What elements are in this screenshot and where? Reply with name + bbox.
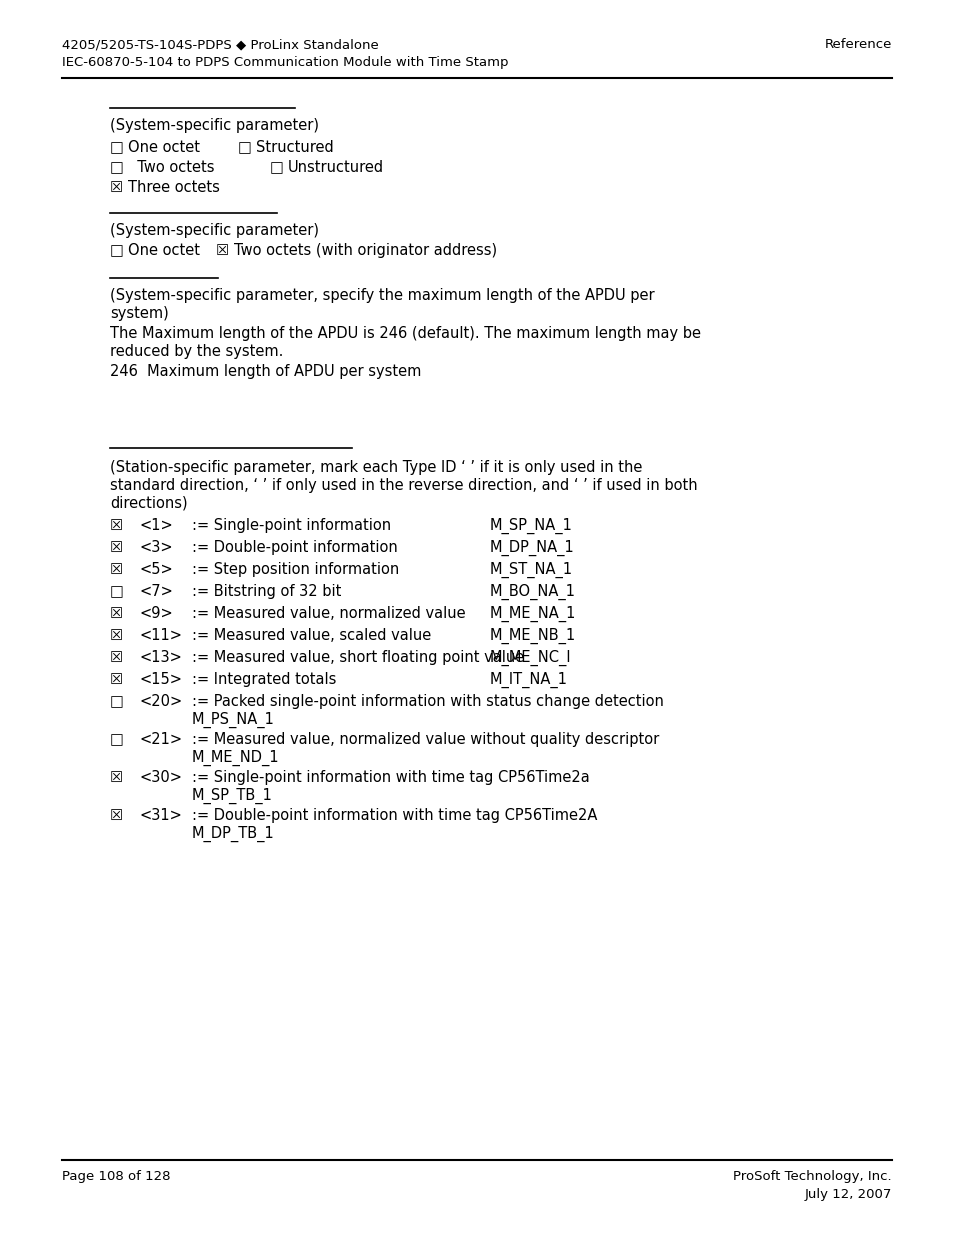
Text: □: □ [237, 140, 252, 156]
Text: One octet: One octet [128, 140, 200, 156]
Text: Two octets (with originator address): Two octets (with originator address) [233, 243, 497, 258]
Text: □: □ [110, 694, 124, 709]
Text: □: □ [110, 584, 124, 599]
Text: Unstructured: Unstructured [288, 161, 384, 175]
Text: := Measured value, scaled value: := Measured value, scaled value [192, 629, 431, 643]
Text: Three octets: Three octets [128, 180, 219, 195]
Text: ☒: ☒ [110, 769, 123, 785]
Text: July 12, 2007: July 12, 2007 [803, 1188, 891, 1200]
Text: ☒: ☒ [110, 540, 123, 555]
Text: □: □ [110, 140, 124, 156]
Text: M_ME_NA_1: M_ME_NA_1 [490, 606, 576, 622]
Text: 4205/5205-TS-104S-PDPS ◆ ProLinx Standalone: 4205/5205-TS-104S-PDPS ◆ ProLinx Standal… [62, 38, 378, 51]
Text: := Step position information: := Step position information [192, 562, 399, 577]
Text: M_ME_NB_1: M_ME_NB_1 [490, 629, 576, 645]
Text: ☒: ☒ [110, 650, 123, 664]
Text: reduced by the system.: reduced by the system. [110, 345, 283, 359]
Text: <20>: <20> [140, 694, 183, 709]
Text: One octet: One octet [128, 243, 200, 258]
Text: 246  Maximum length of APDU per system: 246 Maximum length of APDU per system [110, 364, 421, 379]
Text: M_DP_TB_1: M_DP_TB_1 [192, 826, 274, 842]
Text: M_BO_NA_1: M_BO_NA_1 [490, 584, 576, 600]
Text: IEC-60870-5-104 to PDPS Communication Module with Time Stamp: IEC-60870-5-104 to PDPS Communication Mo… [62, 56, 508, 69]
Text: <13>: <13> [140, 650, 183, 664]
Text: := Single-point information with time tag CP56Time2a: := Single-point information with time ta… [192, 769, 589, 785]
Text: M_IT_NA_1: M_IT_NA_1 [490, 672, 567, 688]
Text: <1>: <1> [140, 517, 173, 534]
Text: := Double-point information with time tag CP56Time2A: := Double-point information with time ta… [192, 808, 597, 823]
Text: ☒: ☒ [110, 808, 123, 823]
Text: □: □ [110, 243, 124, 258]
Text: □: □ [110, 161, 124, 175]
Text: The Maximum length of the APDU is 246 (default). The maximum length may be: The Maximum length of the APDU is 246 (d… [110, 326, 700, 341]
Text: system): system) [110, 306, 169, 321]
Text: := Double-point information: := Double-point information [192, 540, 397, 555]
Text: ☒: ☒ [110, 562, 123, 577]
Text: □: □ [270, 161, 284, 175]
Text: <9>: <9> [140, 606, 173, 621]
Text: ☒: ☒ [110, 672, 123, 687]
Text: := Single-point information: := Single-point information [192, 517, 391, 534]
Text: Structured: Structured [255, 140, 334, 156]
Text: (System-specific parameter): (System-specific parameter) [110, 224, 318, 238]
Text: (System-specific parameter): (System-specific parameter) [110, 119, 318, 133]
Text: □: □ [110, 732, 124, 747]
Text: <15>: <15> [140, 672, 183, 687]
Text: ☒: ☒ [110, 629, 123, 643]
Text: := Measured value, normalized value without quality descriptor: := Measured value, normalized value with… [192, 732, 659, 747]
Text: ☒: ☒ [110, 517, 123, 534]
Text: M_ST_NA_1: M_ST_NA_1 [490, 562, 573, 578]
Text: ☒: ☒ [110, 606, 123, 621]
Text: M_ME_ND_1: M_ME_ND_1 [192, 750, 279, 766]
Text: <3>: <3> [140, 540, 173, 555]
Text: <11>: <11> [140, 629, 183, 643]
Text: := Measured value, short floating point value: := Measured value, short floating point … [192, 650, 524, 664]
Text: M_PS_NA_1: M_PS_NA_1 [192, 713, 274, 729]
Text: <30>: <30> [140, 769, 183, 785]
Text: <31>: <31> [140, 808, 183, 823]
Text: := Measured value, normalized value: := Measured value, normalized value [192, 606, 465, 621]
Text: := Packed single-point information with status change detection: := Packed single-point information with … [192, 694, 663, 709]
Text: <21>: <21> [140, 732, 183, 747]
Text: (System-specific parameter, specify the maximum length of the APDU per: (System-specific parameter, specify the … [110, 288, 654, 303]
Text: <7>: <7> [140, 584, 173, 599]
Text: Reference: Reference [823, 38, 891, 51]
Text: M_SP_TB_1: M_SP_TB_1 [192, 788, 273, 804]
Text: ☒: ☒ [215, 243, 229, 258]
Text: <5>: <5> [140, 562, 173, 577]
Text: := Integrated totals: := Integrated totals [192, 672, 336, 687]
Text: := Bitstring of 32 bit: := Bitstring of 32 bit [192, 584, 341, 599]
Text: directions): directions) [110, 496, 188, 511]
Text: ☒: ☒ [110, 180, 123, 195]
Text: (Station-specific parameter, mark each Type ID ‘ ’ if it is only used in the: (Station-specific parameter, mark each T… [110, 459, 641, 475]
Text: Two octets: Two octets [128, 161, 214, 175]
Text: ProSoft Technology, Inc.: ProSoft Technology, Inc. [733, 1170, 891, 1183]
Text: M_SP_NA_1: M_SP_NA_1 [490, 517, 572, 535]
Text: Page 108 of 128: Page 108 of 128 [62, 1170, 171, 1183]
Text: M_ME_NC_I: M_ME_NC_I [490, 650, 571, 666]
Text: M_DP_NA_1: M_DP_NA_1 [490, 540, 574, 556]
Text: standard direction, ‘ ’ if only used in the reverse direction, and ‘ ’ if used i: standard direction, ‘ ’ if only used in … [110, 478, 697, 493]
